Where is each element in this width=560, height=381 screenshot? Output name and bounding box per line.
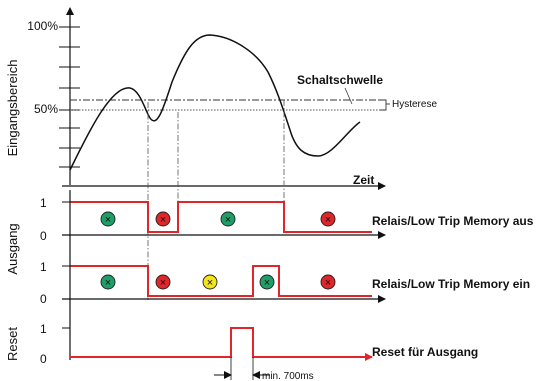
svg-text:×: ×: [105, 214, 111, 226]
reset-trace-label: Reset für Ausgang: [372, 345, 478, 359]
svg-text:×: ×: [325, 277, 331, 289]
analog-y-axis-label: Eingangsbereich: [5, 60, 20, 157]
trace2-led-red-1: ×: [155, 274, 171, 290]
svg-text:×: ×: [207, 277, 213, 289]
trace1-level0-label: 0: [40, 229, 47, 243]
input-signal-curve: [69, 34, 361, 171]
trace1-label: Relais/Low Trip Memory aus: [372, 214, 534, 228]
reset-signal: [70, 327, 373, 361]
trace2-label: Relais/Low Trip Memory ein: [372, 277, 530, 291]
trace1-led-red-1: ×: [155, 211, 171, 227]
svg-text:×: ×: [264, 277, 270, 289]
tick-50-label: 50%: [34, 102, 58, 116]
reset-y-axis-label: Reset: [5, 327, 20, 361]
analog-y-ticks: [59, 26, 80, 168]
trace2-led-yellow: ×: [202, 274, 218, 290]
trace1-led-green-1: ×: [100, 211, 116, 227]
reset-level1-label: 1: [40, 322, 47, 336]
reset-level0-label: 0: [40, 352, 47, 366]
svg-text:×: ×: [160, 214, 166, 226]
svg-text:×: ×: [105, 277, 111, 289]
trace2-signal: [70, 265, 372, 297]
min-duration-label: min. 700ms: [262, 371, 314, 381]
trace1-signal: [70, 201, 372, 233]
trace2-led-red-2: ×: [320, 274, 336, 290]
threshold-leader: [344, 87, 353, 105]
tick-100-label: 100%: [27, 19, 58, 33]
output-y-axis-label: Ausgang: [5, 223, 20, 274]
trace2-led-green-1: ×: [100, 274, 116, 290]
trace2-level0-label: 0: [40, 292, 47, 306]
trace1-led-red-2: ×: [320, 211, 336, 227]
hysteresis-bracket: [380, 99, 387, 111]
threshold-label: Schaltschwelle: [297, 73, 383, 87]
trace2-led-green-2: ×: [259, 274, 275, 290]
x-axis-label-zeit: Zeit: [353, 173, 374, 187]
svg-text:×: ×: [325, 214, 331, 226]
hysteresis-label: Hysterese: [392, 99, 437, 110]
event-guide-lines: [147, 100, 285, 300]
svg-text:×: ×: [160, 277, 166, 289]
trace2-level1-label: 1: [40, 260, 47, 274]
trace1-led-green-2: ×: [220, 211, 236, 227]
svg-text:×: ×: [225, 214, 231, 226]
trace1-level1-label: 1: [40, 196, 47, 210]
